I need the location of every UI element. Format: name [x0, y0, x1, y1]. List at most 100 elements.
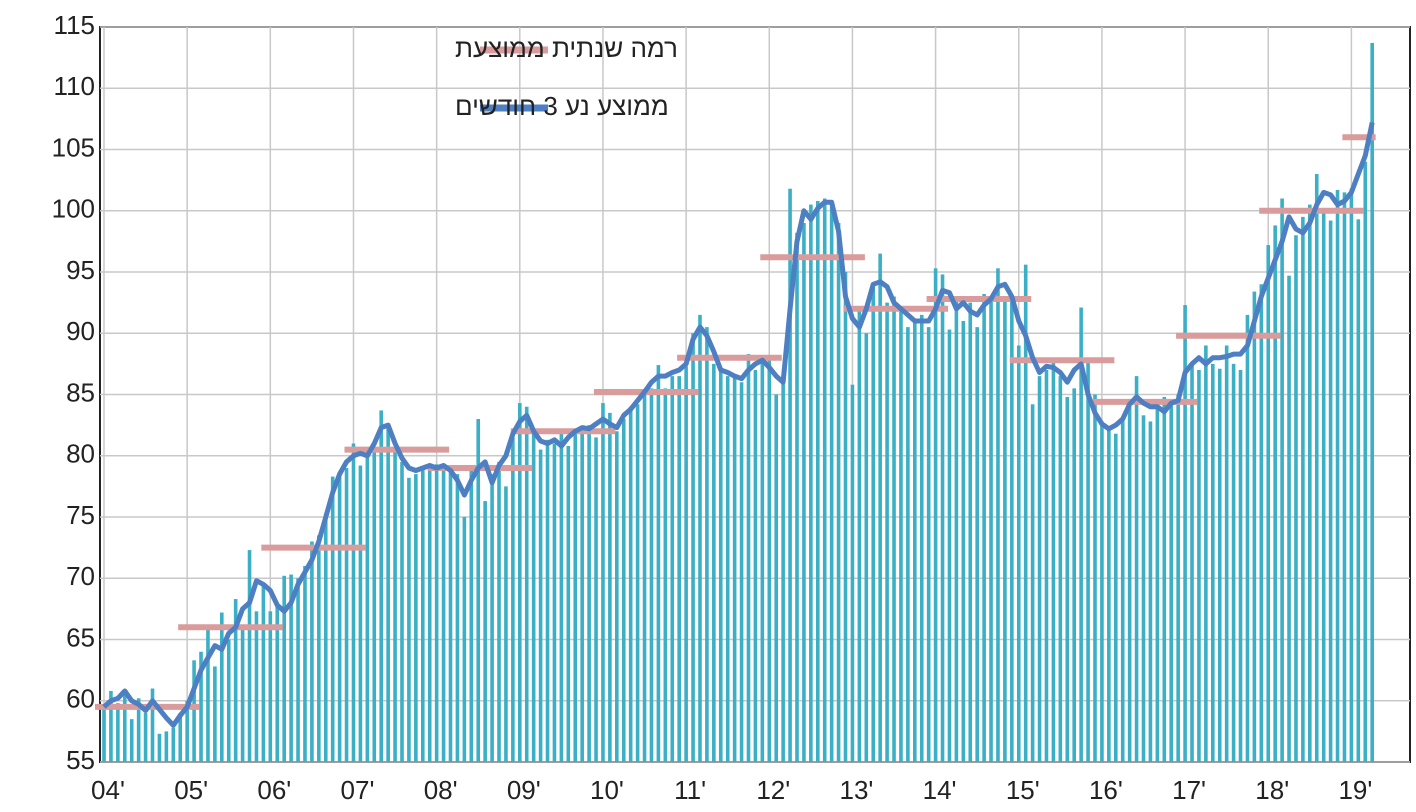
- bar: [1107, 427, 1111, 762]
- bar: [705, 327, 709, 762]
- bar: [552, 443, 557, 762]
- bar: [982, 294, 986, 762]
- bar: [1197, 370, 1201, 762]
- bar: [206, 624, 210, 762]
- bar: [968, 302, 973, 762]
- bar: [1211, 363, 1215, 762]
- bar: [1058, 376, 1063, 762]
- bar: [289, 574, 293, 762]
- bar: [718, 370, 723, 762]
- bar: [317, 535, 321, 762]
- bar: [282, 575, 286, 762]
- x-tick-label: 09': [507, 775, 541, 805]
- bar: [1120, 419, 1125, 762]
- y-tick-label: 100: [52, 194, 95, 224]
- bar: [185, 700, 189, 762]
- bar: [247, 550, 252, 762]
- bar: [254, 611, 259, 762]
- bar: [1176, 394, 1180, 762]
- bar: [434, 464, 439, 762]
- bar: [850, 384, 855, 762]
- y-tick-label: 70: [66, 561, 95, 591]
- bar: [233, 599, 238, 762]
- bar: [940, 274, 945, 762]
- bar: [746, 354, 751, 762]
- bar: [753, 370, 758, 762]
- bar: [393, 449, 397, 762]
- bar: [420, 468, 425, 762]
- bar: [559, 433, 564, 762]
- bar: [1308, 204, 1312, 762]
- bar: [351, 443, 356, 762]
- bar: [518, 403, 522, 762]
- bar: [781, 382, 785, 762]
- moving-average-line: [102, 121, 1375, 728]
- bar: [441, 470, 446, 762]
- bar: [1231, 363, 1236, 762]
- y-tick-label: 90: [66, 316, 95, 346]
- bar: [157, 733, 162, 762]
- bar: [628, 406, 633, 762]
- bar: [102, 706, 106, 762]
- bar: [483, 501, 487, 762]
- bar: [261, 584, 266, 762]
- bar: [524, 406, 529, 762]
- bar: [448, 468, 453, 762]
- bar: [1079, 307, 1083, 762]
- bar: [1093, 394, 1097, 762]
- bar: [587, 425, 591, 762]
- bar: [913, 321, 917, 762]
- bar: [1301, 216, 1305, 762]
- bar: [303, 566, 307, 762]
- bar: [469, 468, 474, 762]
- bar: [1321, 210, 1326, 762]
- bar: [1127, 406, 1132, 762]
- bar: [1023, 264, 1028, 762]
- bar: [171, 727, 176, 762]
- bar: [386, 425, 390, 762]
- bar: [919, 314, 924, 762]
- x-tick-label: 08': [424, 775, 458, 805]
- bar: [1072, 388, 1076, 762]
- bar: [427, 470, 432, 762]
- x-tick-label: 18': [1255, 775, 1289, 805]
- bar: [594, 437, 598, 762]
- bar: [774, 394, 779, 762]
- bar: [795, 232, 799, 763]
- x-tick-label: 13': [839, 775, 873, 805]
- bar: [926, 327, 931, 762]
- bar: [608, 412, 612, 762]
- bar: [1342, 192, 1347, 762]
- bar: [1016, 345, 1021, 762]
- bar: [511, 437, 515, 762]
- bar: [1169, 400, 1174, 762]
- legend-label: ממוצע נע 3 חודשים: [455, 91, 669, 121]
- bar: [407, 477, 411, 762]
- bar: [1100, 421, 1104, 762]
- bar: [670, 376, 675, 762]
- bar: [545, 439, 550, 762]
- bar: [538, 449, 543, 762]
- bar: [767, 357, 772, 762]
- bar: [400, 461, 404, 762]
- bar: [906, 327, 910, 762]
- bar: [192, 660, 196, 762]
- bar: [885, 302, 889, 762]
- bar: [829, 207, 834, 762]
- bar: [635, 404, 640, 762]
- bar: [809, 204, 813, 762]
- bar: [698, 314, 702, 762]
- bar: [899, 308, 903, 762]
- bar: [822, 198, 827, 762]
- bar: [947, 329, 952, 762]
- bar: [365, 455, 370, 762]
- x-tick-label: 16': [1089, 775, 1123, 805]
- bar: [1252, 291, 1257, 762]
- bar: [1363, 161, 1368, 762]
- bar: [871, 286, 876, 762]
- bar: [864, 333, 869, 762]
- bar: [178, 713, 183, 762]
- bar: [240, 627, 245, 762]
- bar: [296, 578, 300, 762]
- bar: [1370, 42, 1374, 763]
